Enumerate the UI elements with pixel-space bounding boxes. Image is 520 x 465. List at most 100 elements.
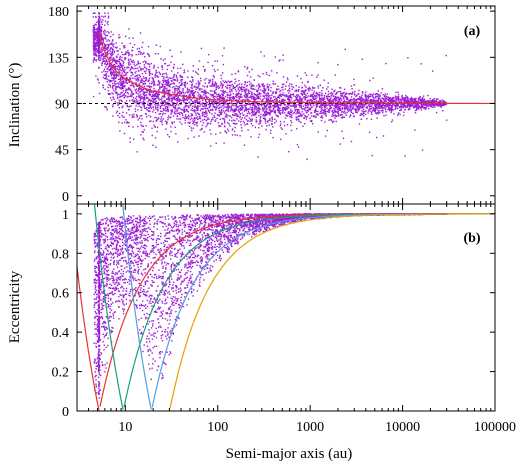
scatter-point	[107, 93, 110, 95]
scatter-point	[287, 111, 290, 113]
scatter-point	[130, 95, 132, 98]
scatter-point	[104, 15, 107, 17]
scatter-point	[294, 99, 297, 101]
scatter-point	[268, 99, 270, 101]
scatter-point	[112, 44, 114, 46]
scatter-point	[220, 109, 223, 111]
scatter-point	[257, 106, 260, 108]
scatter-point	[269, 110, 272, 112]
scatter-point	[231, 120, 233, 122]
scatter-point	[214, 70, 216, 73]
scatter-point	[287, 98, 290, 101]
scatter-point	[110, 68, 112, 71]
scatter-point	[272, 92, 274, 95]
scatter-point	[158, 71, 160, 73]
scatter-point	[171, 98, 174, 100]
scatter-point	[128, 54, 130, 57]
scatter-point	[241, 129, 243, 132]
scatter-point	[244, 81, 247, 84]
scatter-point	[226, 96, 229, 99]
scatter-point	[246, 68, 248, 70]
scatter-point	[393, 104, 396, 107]
scatter-point	[420, 98, 423, 101]
scatter-point	[140, 115, 143, 117]
scatter-point	[131, 49, 134, 52]
scatter-point	[267, 111, 270, 114]
scatter-point	[201, 99, 204, 102]
scatter-point	[261, 108, 264, 110]
scatter-point	[223, 97, 225, 99]
scatter-point	[369, 103, 372, 105]
scatter-point	[190, 103, 192, 106]
scatter-point	[214, 60, 216, 62]
scatter-point	[125, 74, 127, 76]
scatter-point	[148, 72, 150, 74]
scatter-point	[130, 75, 132, 77]
scatter-point	[182, 63, 184, 66]
scatter-point	[133, 68, 135, 70]
scatter-point	[197, 91, 199, 94]
scatter-point	[141, 85, 143, 87]
scatter-point	[257, 89, 259, 91]
scatter-point	[148, 55, 150, 57]
scatter-point	[128, 114, 131, 116]
scatter-point	[192, 100, 194, 103]
scatter-point	[94, 53, 97, 55]
scatter-point	[104, 46, 106, 49]
scatter-point	[211, 108, 214, 110]
scatter-point	[106, 61, 108, 63]
scatter-point	[129, 77, 131, 79]
scatter-point	[371, 113, 373, 116]
scatter-point	[232, 92, 235, 95]
scatter-point	[137, 100, 139, 103]
scatter-point	[192, 109, 194, 112]
scatter-point	[161, 66, 163, 68]
scatter-point	[258, 93, 260, 96]
scatter-point	[325, 114, 327, 116]
scatter-point	[199, 117, 202, 120]
scatter-point	[401, 96, 403, 98]
scatter-point	[231, 129, 234, 131]
scatter-point	[99, 28, 102, 30]
scatter-point	[137, 93, 139, 95]
scatter-point	[409, 99, 412, 101]
scatter-point	[186, 95, 188, 97]
scatter-point	[232, 103, 234, 105]
scatter-point	[394, 105, 397, 107]
scatter-point	[205, 92, 207, 95]
scatter-point	[215, 82, 218, 85]
scatter-point	[177, 97, 179, 99]
scatter-point	[137, 60, 139, 63]
scatter-point	[103, 68, 106, 70]
scatter-point	[289, 113, 291, 115]
scatter-point	[412, 107, 415, 109]
scatter-point	[99, 39, 101, 42]
scatter-point	[116, 102, 119, 104]
scatter-point	[156, 130, 158, 133]
scatter-point	[235, 93, 237, 96]
scatter-point	[254, 126, 257, 129]
scatter-point	[251, 93, 254, 95]
scatter-point	[439, 100, 442, 102]
scatter-point	[173, 79, 175, 81]
scatter-point	[133, 100, 136, 102]
scatter-point	[164, 79, 166, 82]
scatter-point	[216, 117, 218, 120]
scatter-point	[121, 122, 123, 124]
scatter-point	[199, 109, 202, 112]
scatter-point	[194, 104, 196, 106]
scatter-point	[161, 73, 164, 75]
scatter-point	[408, 99, 410, 102]
scatter-point	[163, 109, 165, 111]
scatter-point	[428, 107, 430, 110]
scatter-point	[122, 83, 124, 85]
scatter-point	[207, 117, 209, 119]
scatter-point	[124, 57, 126, 59]
scatter-point	[329, 100, 332, 102]
scatter-point	[151, 91, 153, 93]
scatter-point	[114, 82, 116, 85]
scatter-point	[131, 82, 133, 85]
scatter-point	[126, 122, 128, 124]
scatter-point	[367, 110, 370, 112]
scatter-point	[112, 85, 114, 87]
